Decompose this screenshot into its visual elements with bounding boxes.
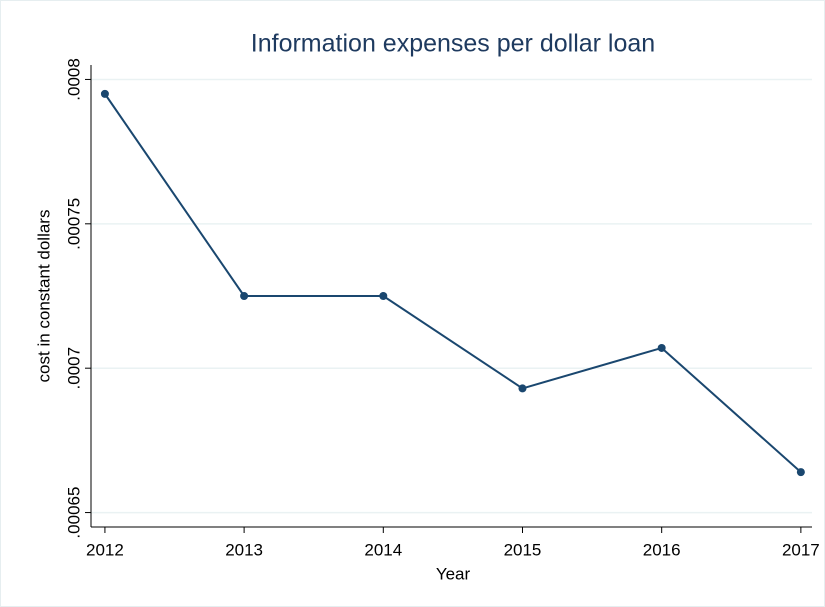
y-tick-label: .0007 <box>64 347 83 390</box>
marker <box>379 292 388 300</box>
line <box>104 93 802 473</box>
chart-title: Information expenses per dollar loan <box>251 30 655 58</box>
x-tick-label: 2017 <box>782 540 820 559</box>
y-tick-label: .0008 <box>64 58 83 101</box>
x-axis-title: Year <box>436 564 471 583</box>
y-tick-label: .00065 <box>64 487 83 539</box>
x-tick-label: 2016 <box>643 540 681 559</box>
marker <box>518 384 527 393</box>
marker <box>100 89 109 98</box>
y-axis-title: cost in constant dollars <box>34 210 53 383</box>
marker <box>657 343 666 352</box>
x-tick-label: 2015 <box>504 540 542 559</box>
x-tick-label: 2012 <box>86 540 124 559</box>
y-tick-label: .00075 <box>64 198 83 250</box>
marker <box>796 468 805 477</box>
marker <box>240 292 249 300</box>
x-tick-label: 2013 <box>225 540 263 559</box>
x-tick-label: 2014 <box>364 540 402 559</box>
